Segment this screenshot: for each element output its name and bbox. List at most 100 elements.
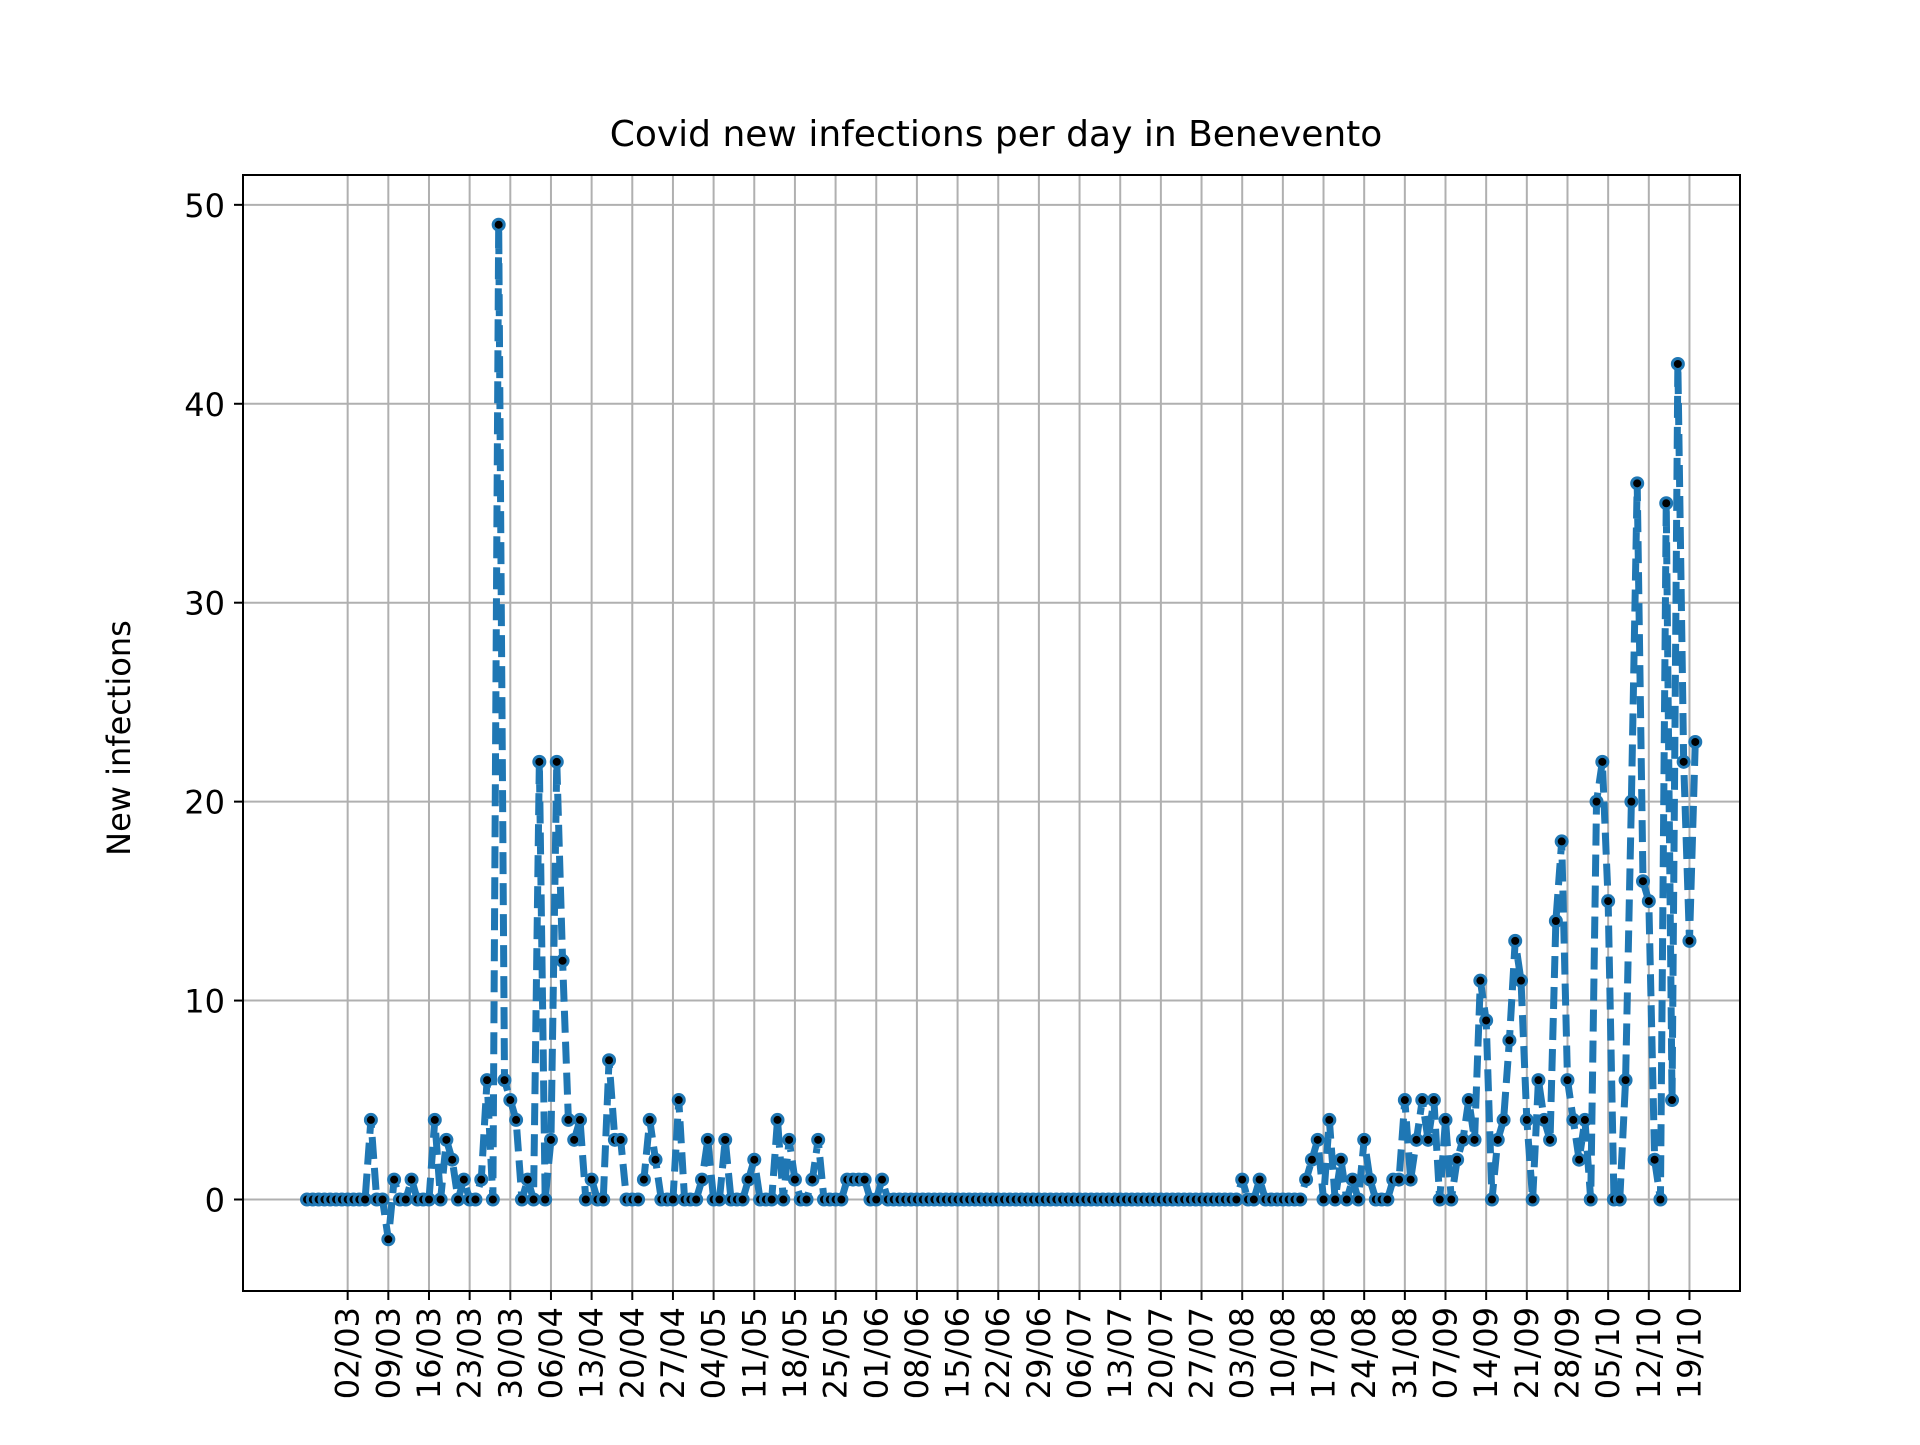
data-point: [1345, 1172, 1360, 1187]
data-point: [782, 1132, 797, 1147]
grid: [243, 175, 1740, 1291]
data-point: [1438, 1112, 1453, 1127]
data-point: [567, 1132, 582, 1147]
data-point: [445, 1152, 460, 1167]
data-point: [1409, 1132, 1424, 1147]
data-point: [712, 1192, 727, 1207]
data-point: [1421, 1132, 1436, 1147]
x-tick-label: 28/09: [1548, 1307, 1586, 1399]
data-point: [1665, 1093, 1680, 1108]
data-point: [1304, 1152, 1319, 1167]
data-point: [491, 217, 506, 232]
x-tick-label: 20/04: [613, 1307, 651, 1399]
data-point: [1624, 794, 1639, 809]
x-tick-label: 22/06: [979, 1307, 1017, 1399]
data-point: [631, 1192, 646, 1207]
data-point: [375, 1192, 390, 1207]
data-point: [857, 1172, 872, 1187]
x-tick-label: 18/05: [776, 1307, 814, 1399]
x-tick-label: 13/07: [1101, 1307, 1139, 1399]
data-point: [1322, 1112, 1337, 1127]
data-point: [578, 1192, 593, 1207]
data-point: [573, 1112, 588, 1127]
data-point: [1572, 1152, 1587, 1167]
data-point: [561, 1112, 576, 1127]
data-point: [869, 1192, 884, 1207]
data-point: [532, 754, 547, 769]
chart-title: Covid new infections per day in Benevent…: [610, 114, 1383, 155]
data-point: [451, 1192, 466, 1207]
x-tick-label: 12/10: [1630, 1307, 1668, 1399]
data-point: [1566, 1112, 1581, 1127]
x-tick-label: 09/03: [369, 1307, 407, 1399]
x-axis-ticks: 02/03 09/03 16/03 23/03 30/03 06/04 13/04 20/04…: [329, 1291, 1708, 1399]
data-point: [1496, 1112, 1511, 1127]
data-point: [1415, 1093, 1430, 1108]
x-tick-label: 06/04: [532, 1307, 570, 1399]
x-tick-label: 16/03: [410, 1307, 448, 1399]
x-tick-label: 15/06: [939, 1307, 977, 1399]
x-tick-label: 07/09: [1427, 1307, 1465, 1399]
data-point: [1670, 356, 1685, 371]
data-point: [1444, 1192, 1459, 1207]
data-point: [694, 1172, 709, 1187]
data-point: [1328, 1192, 1343, 1207]
data-point: [1252, 1172, 1267, 1187]
data-point: [1403, 1172, 1418, 1187]
data-point: [648, 1152, 663, 1167]
x-tick-label: 13/04: [573, 1307, 611, 1399]
data-point: [1589, 794, 1604, 809]
data-point: [747, 1152, 762, 1167]
data-point: [1659, 496, 1674, 511]
data-point: [485, 1192, 500, 1207]
y-tick-label: 30: [184, 585, 225, 623]
data-point: [1537, 1112, 1552, 1127]
data-point: [1508, 933, 1523, 948]
data-point: [503, 1093, 518, 1108]
data-point: [834, 1192, 849, 1207]
data-point: [439, 1132, 454, 1147]
data-point: [1310, 1132, 1325, 1147]
y-tick-label: 20: [184, 784, 225, 822]
data-point: [875, 1172, 890, 1187]
data-point: [1583, 1192, 1598, 1207]
data-point: [1450, 1152, 1465, 1167]
data-point: [764, 1192, 779, 1207]
x-tick-label: 02/03: [329, 1307, 367, 1399]
x-tick-label: 14/09: [1467, 1307, 1505, 1399]
data-point: [1636, 874, 1651, 889]
data-point: [584, 1172, 599, 1187]
data-point: [398, 1192, 413, 1207]
data-point: [1560, 1073, 1575, 1088]
data-point: [596, 1192, 611, 1207]
x-tick-label: 08/06: [898, 1307, 936, 1399]
data-point: [427, 1112, 442, 1127]
data-point: [381, 1232, 396, 1247]
data-point: [799, 1192, 814, 1207]
x-tick-label: 05/10: [1589, 1307, 1627, 1399]
data-point: [1339, 1192, 1354, 1207]
x-tick-label: 19/10: [1670, 1307, 1708, 1399]
data-point: [1618, 1073, 1633, 1088]
data-point: [665, 1192, 680, 1207]
data-point: [1502, 1033, 1517, 1048]
data-point: [735, 1192, 750, 1207]
data-point: [1467, 1132, 1482, 1147]
data-point: [1519, 1112, 1534, 1127]
data-point: [514, 1192, 529, 1207]
data-point: [1682, 933, 1697, 948]
data-point: [602, 1053, 617, 1068]
data-point: [1641, 894, 1656, 909]
data-point: [1426, 1093, 1441, 1108]
data-point: [1676, 754, 1691, 769]
data-point: [358, 1192, 373, 1207]
data-point: [549, 754, 564, 769]
data-point: [811, 1132, 826, 1147]
data-point: [468, 1192, 483, 1207]
x-tick-label: 21/09: [1508, 1307, 1546, 1399]
data-point: [1397, 1093, 1412, 1108]
data-point: [526, 1192, 541, 1207]
data-point: [509, 1112, 524, 1127]
y-tick-label: 10: [184, 983, 225, 1021]
